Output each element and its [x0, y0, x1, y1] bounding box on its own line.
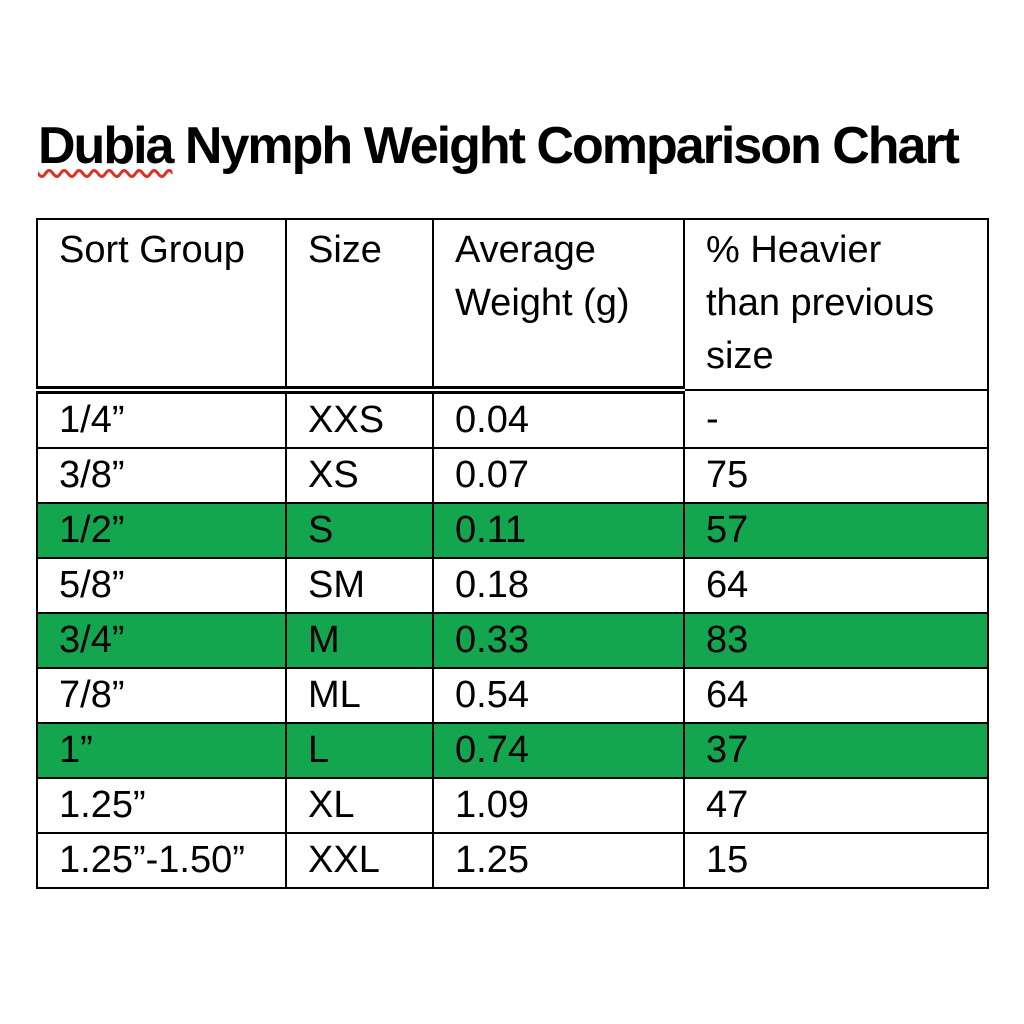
cell-size: M	[285, 612, 434, 669]
cell-sort-group: 7/8”	[36, 667, 287, 724]
cell-average-weight: 0.04	[432, 389, 685, 449]
header-average-weight: Average Weight (g)	[432, 218, 685, 394]
table-row: 1.25” XL 1.09 47	[36, 777, 989, 834]
header-sort-group: Sort Group	[36, 218, 287, 394]
cell-size: XL	[285, 777, 434, 834]
table-row: 7/8” ML 0.54 64	[36, 667, 989, 724]
weight-comparison-table: Sort Group Size Average Weight (g) % Hea…	[36, 218, 989, 889]
table-row: 1/4” XXS 0.04 -	[36, 389, 989, 449]
page-title: Dubia Nymph Weight Comparison Chart	[38, 117, 960, 175]
cell-sort-group: 1/2”	[36, 502, 287, 559]
cell-average-weight: 0.11	[432, 502, 685, 559]
table-row: 1.25”-1.50” XXL 1.25 15	[36, 832, 989, 889]
cell-sort-group: 5/8”	[36, 557, 287, 614]
table-row: 1/2” S 0.11 57	[36, 502, 989, 559]
title-rest: Nymph Weight Comparison Chart	[184, 117, 960, 175]
cell-percent-heavier: -	[683, 389, 989, 449]
cell-percent-heavier: 37	[683, 722, 989, 779]
cell-size: XS	[285, 447, 434, 504]
cell-average-weight: 1.09	[432, 777, 685, 834]
cell-size: XXS	[285, 389, 434, 449]
cell-size: L	[285, 722, 434, 779]
cell-size: SM	[285, 557, 434, 614]
cell-sort-group: 1/4”	[36, 389, 287, 449]
table-row: 1” L 0.74 37	[36, 722, 989, 779]
cell-average-weight: 0.54	[432, 667, 685, 724]
cell-sort-group: 3/8”	[36, 447, 287, 504]
table-row: 3/8” XS 0.07 75	[36, 447, 989, 504]
cell-percent-heavier: 75	[683, 447, 989, 504]
cell-average-weight: 0.33	[432, 612, 685, 669]
table-body: 1/4” XXS 0.04 - 3/8” XS 0.07 75 1/2” S 0…	[36, 389, 989, 889]
table-row: 3/4” M 0.33 83	[36, 612, 989, 669]
cell-percent-heavier: 64	[683, 557, 989, 614]
table-header: Sort Group Size Average Weight (g) % Hea…	[36, 218, 989, 394]
cell-percent-heavier: 57	[683, 502, 989, 559]
cell-average-weight: 0.07	[432, 447, 685, 504]
cell-percent-heavier: 83	[683, 612, 989, 669]
header-size: Size	[285, 218, 434, 394]
cell-size: S	[285, 502, 434, 559]
cell-sort-group: 1.25”-1.50”	[36, 832, 287, 889]
cell-size: ML	[285, 667, 434, 724]
title-misspelled-word: Dubia	[38, 117, 174, 175]
header-row: Sort Group Size Average Weight (g) % Hea…	[36, 218, 989, 394]
header-percent-heavier: % Heavier than previous size	[683, 218, 989, 391]
cell-sort-group: 1.25”	[36, 777, 287, 834]
cell-average-weight: 0.18	[432, 557, 685, 614]
table-row: 5/8” SM 0.18 64	[36, 557, 989, 614]
cell-average-weight: 0.74	[432, 722, 685, 779]
cell-sort-group: 3/4”	[36, 612, 287, 669]
cell-percent-heavier: 47	[683, 777, 989, 834]
cell-percent-heavier: 64	[683, 667, 989, 724]
cell-average-weight: 1.25	[432, 832, 685, 889]
cell-sort-group: 1”	[36, 722, 287, 779]
cell-size: XXL	[285, 832, 434, 889]
cell-percent-heavier: 15	[683, 832, 989, 889]
